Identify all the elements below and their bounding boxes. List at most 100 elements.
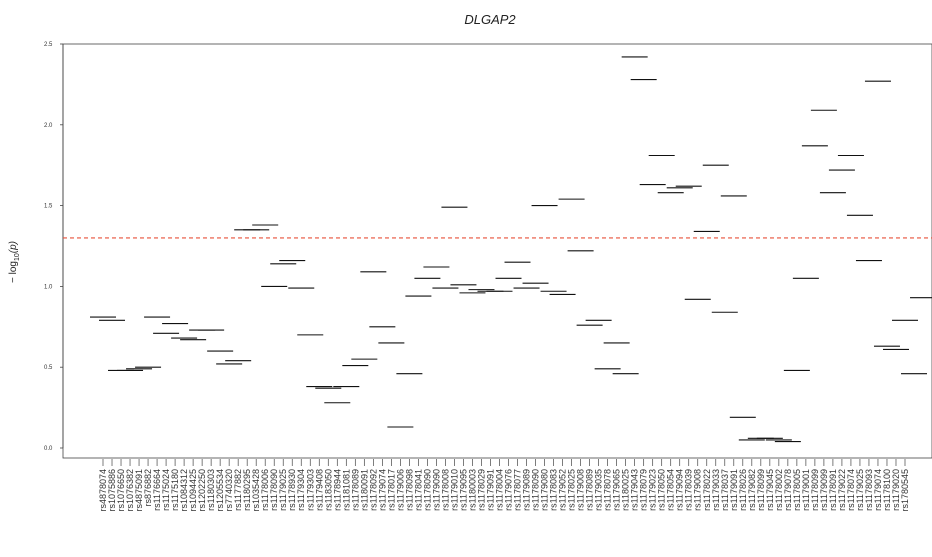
x-tick-label: rs1179080	[540, 469, 550, 511]
x-tick-label: rs1178098	[404, 469, 414, 511]
x-tick-label: rs1179304	[296, 469, 306, 511]
x-tick-label: rs1178029	[476, 469, 486, 511]
snp-marks	[90, 56, 932, 443]
x-tick-label: rs1179025	[855, 469, 865, 511]
x-tick-label: rs1179010	[449, 469, 459, 511]
x-tick-label: rs1180003	[467, 469, 477, 511]
x-tick-label: rs1179001	[801, 469, 811, 511]
x-tick-label: rs1179408	[314, 469, 324, 511]
x-tick-label: rs1178026	[738, 469, 748, 511]
x-tick-label: rs1179076	[504, 469, 514, 511]
x-tick-label: rs876882	[143, 469, 153, 507]
x-tick-label: rs1178054	[666, 469, 676, 511]
x-tick-label: rs1178089	[585, 469, 595, 511]
x-tick-label: rs1179089	[522, 469, 532, 511]
x-tick-label: rs1178050	[657, 469, 667, 511]
y-tick-label: 1.0	[44, 284, 53, 290]
x-tick-label: rs1178099	[810, 469, 820, 511]
y-tick-label: 2.0	[44, 123, 53, 129]
chart-title: DLGAP2	[464, 12, 516, 27]
x-tick-label: rs1179091	[485, 469, 495, 511]
x-tick-label: rs1179033	[711, 469, 721, 511]
x-tick-label: rs1178944	[332, 469, 342, 511]
x-tick-label: rs1177882	[233, 469, 243, 511]
x-tick-label: rs1179095	[458, 469, 468, 511]
x-tick-label: rs1179035	[594, 469, 604, 511]
x-tick-label: rs1178077	[513, 469, 523, 511]
x-tick-label: rs1178091	[828, 469, 838, 511]
x-tick-label: rs1179023	[648, 469, 658, 511]
x-tick-label: rs1181081	[341, 469, 351, 511]
x-tick-label: rs1178089	[350, 469, 360, 511]
x-tick-label: rs1179008	[693, 469, 703, 511]
x-tick-label: rs1178004	[494, 469, 504, 511]
x-tick-label: rs1178017	[386, 469, 396, 511]
x-tick-label: rs1178002	[774, 469, 784, 511]
plot-frame	[62, 43, 932, 459]
x-tick-label: rs1178041	[413, 469, 423, 511]
x-tick-label: rs1178090	[422, 469, 432, 511]
x-tick-label: rs1179099	[819, 469, 829, 511]
x-tick-label: rs1178100	[882, 469, 892, 511]
x-tick-label: rs1180303	[206, 469, 216, 511]
x-tick-label: rs1179052	[558, 469, 568, 511]
x-tick-label: rs1178025	[567, 469, 577, 511]
x-tick-label: rs1175024	[161, 469, 171, 511]
x-tick-label: rs1178930	[287, 469, 297, 511]
x-tick-label: rs1179025	[278, 469, 288, 511]
x-tick-label: rs4878074	[98, 469, 108, 512]
x-tick-label: rs1179008	[576, 469, 586, 511]
x-tick-label: rs1075886	[107, 469, 117, 512]
x-tick-label: rs1178039	[684, 469, 694, 511]
x-tick-label: rs1180091	[359, 469, 369, 511]
x-tick-label: rs1178074	[846, 469, 856, 511]
x-tick-label: rs1178078	[603, 469, 613, 511]
x-tick-label: rs1202250	[197, 469, 207, 512]
x-tick-label: rs1178090	[269, 469, 279, 511]
y-axis-label-paren: (p)	[8, 241, 19, 253]
y-ticks: 0.0 0.5 1.0 1.5 2.0 2.5	[44, 42, 63, 452]
x-tick-label: rs1178099	[756, 469, 766, 511]
x-tick-label: rs1178037	[720, 469, 730, 511]
x-tick-label: rs1205534	[215, 469, 225, 512]
x-tick-label: rs1178093	[864, 469, 874, 511]
x-tick-label: rs1179303	[305, 469, 315, 511]
x-tick-label: rs1178090	[531, 469, 541, 511]
x-tick-label: rs1176664	[152, 469, 162, 511]
y-tick-label: 1.5	[44, 204, 53, 210]
x-tick-label: rs1175180	[170, 469, 180, 511]
y-tick-label: 0.0	[44, 446, 53, 452]
x-tick-label: rs1178006	[260, 469, 270, 511]
x-tick-label: rs1179065	[612, 469, 622, 511]
x-tick-label: rs1178083	[549, 469, 559, 511]
x-tick-label: rs1179091	[729, 469, 739, 511]
x-tick-label: rs7740320	[224, 469, 234, 512]
x-tick-label: rs1178022	[702, 469, 712, 511]
x-tick-label: rs1179006	[395, 469, 405, 511]
x-tick-label: rs1179090	[431, 469, 441, 511]
x-tick-label: rs1179020	[891, 469, 901, 511]
x-tick-label: rs1178079	[639, 469, 649, 511]
x-tick-label: rs1179074	[377, 469, 387, 511]
x-tick-label: rs4875091	[134, 469, 144, 512]
y-axis-label: − log10(p)	[8, 241, 21, 283]
x-tick-label: rs1179022	[837, 469, 847, 511]
y-tick-label: 2.5	[44, 42, 53, 48]
x-tick-label: rs1035428	[251, 469, 261, 512]
y-axis-label-sub: 10	[14, 253, 21, 261]
x-tick-label: rs1183050	[323, 469, 333, 511]
svg-text:− log10(p): − log10(p)	[8, 241, 21, 283]
x-tick-label: rs1179082	[747, 469, 757, 511]
y-tick-label: 0.5	[44, 365, 53, 371]
x-tick-label: rs1179094	[675, 469, 685, 511]
x-tick-label: rs1076650	[116, 469, 126, 512]
x-tick-label: rs1178008	[440, 469, 450, 511]
x-tick-label: rs1180295	[242, 469, 252, 511]
x-tick-label: rs1094425	[188, 469, 198, 512]
y-axis-label-base: − log	[8, 261, 19, 283]
x-tick-label: rs1179078	[783, 469, 793, 511]
x-tick-label: rs1178005	[792, 469, 802, 511]
x-ticks: rs4878074 rs1075886 rs1076650 rs1076382 rs48…	[98, 459, 910, 512]
x-tick-label: rs1780545	[900, 469, 910, 512]
